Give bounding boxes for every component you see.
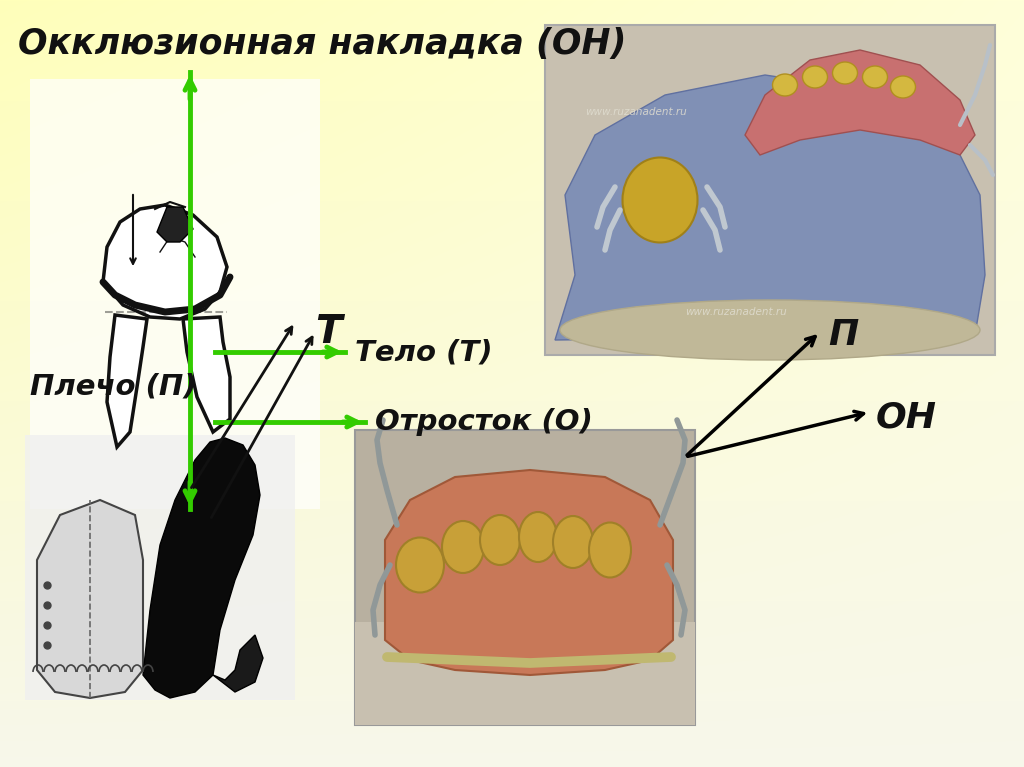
Bar — [25, 435, 295, 700]
Text: Плечо (П): Плечо (П) — [30, 373, 197, 401]
Text: ОН: ОН — [876, 400, 937, 434]
Text: Окклюзионная накладка (ОН): Окклюзионная накладка (ОН) — [18, 27, 627, 61]
Polygon shape — [103, 205, 227, 319]
Ellipse shape — [560, 300, 980, 360]
Polygon shape — [213, 635, 263, 692]
Polygon shape — [106, 315, 147, 447]
Bar — [355, 430, 695, 725]
Ellipse shape — [833, 62, 857, 84]
Polygon shape — [143, 438, 260, 698]
Bar — [545, 25, 995, 355]
Ellipse shape — [480, 515, 520, 565]
Text: Отросток (О): Отросток (О) — [375, 408, 593, 436]
Polygon shape — [745, 50, 975, 155]
Text: Тело (Т): Тело (Т) — [355, 338, 493, 366]
Text: www.ruzanadent.ru: www.ruzanadent.ru — [585, 107, 687, 117]
Polygon shape — [157, 207, 193, 242]
Polygon shape — [183, 317, 230, 432]
Bar — [355, 622, 695, 725]
Ellipse shape — [803, 66, 827, 88]
Ellipse shape — [553, 516, 593, 568]
Ellipse shape — [396, 538, 444, 592]
Ellipse shape — [519, 512, 557, 562]
Polygon shape — [555, 75, 985, 340]
Text: www.ruzanadent.ru: www.ruzanadent.ru — [685, 307, 786, 317]
Ellipse shape — [442, 521, 484, 573]
Ellipse shape — [891, 76, 915, 98]
Ellipse shape — [623, 157, 697, 242]
Bar — [30, 79, 319, 509]
Text: П: П — [828, 318, 858, 352]
Ellipse shape — [862, 66, 888, 88]
Polygon shape — [37, 500, 143, 698]
Ellipse shape — [772, 74, 798, 96]
Polygon shape — [385, 470, 673, 675]
Ellipse shape — [589, 522, 631, 578]
Text: Т: Т — [315, 313, 341, 351]
